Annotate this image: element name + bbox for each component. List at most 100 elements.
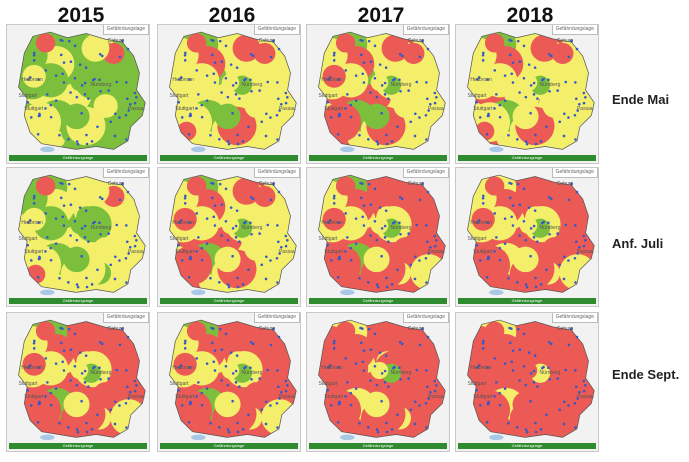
station-dot	[361, 72, 365, 76]
city-label: Coburg	[556, 326, 574, 332]
station-dot	[385, 285, 389, 289]
station-dot	[524, 95, 528, 99]
station-dot	[421, 39, 424, 43]
station-dot	[184, 194, 187, 198]
station-dot	[83, 81, 87, 85]
station-dot	[113, 134, 117, 138]
station-dot	[384, 66, 388, 69]
city-label: Coburg	[107, 181, 125, 187]
station-dot	[83, 236, 87, 239]
station-dot	[574, 240, 578, 244]
station-dot	[547, 52, 551, 56]
station-dot	[367, 426, 370, 429]
station-dot	[476, 78, 479, 81]
station-dot	[522, 76, 526, 80]
station-dot	[177, 100, 180, 104]
station-dot	[539, 428, 543, 431]
station-dot	[337, 78, 340, 81]
station-dot	[26, 100, 29, 104]
station-dot	[375, 428, 379, 431]
station-dot	[407, 89, 410, 92]
station-dot	[179, 76, 183, 79]
station-dot	[125, 426, 128, 429]
station-dot	[547, 221, 550, 225]
station-dot	[584, 96, 587, 99]
region-patch	[232, 322, 261, 350]
region-patch	[63, 103, 90, 130]
state-border	[467, 319, 595, 438]
station-dot	[332, 59, 336, 62]
station-dot	[574, 369, 577, 372]
station-dot	[399, 378, 402, 381]
city-label: Coburg	[407, 181, 425, 187]
station-dot	[344, 107, 347, 110]
station-dot	[69, 91, 72, 94]
map-panel-2016-1: Gefährdungslage Gefährdungslage Coburg Heil…	[157, 167, 301, 307]
station-dot	[421, 182, 424, 186]
station-dot	[529, 227, 533, 230]
station-dot	[398, 366, 401, 370]
station-dot	[276, 97, 280, 101]
station-dot	[332, 202, 336, 205]
panel-tab: Gefährdungslage	[551, 25, 598, 35]
city-label: Stuttgart	[467, 380, 487, 387]
station-dot	[195, 69, 199, 72]
city-label: Nürnberg	[90, 225, 112, 232]
station-dot	[226, 428, 230, 431]
station-dot	[427, 397, 430, 400]
station-dot	[187, 132, 191, 136]
station-dot	[135, 239, 138, 242]
station-dot	[44, 107, 47, 110]
station-dot	[477, 364, 481, 367]
station-dot	[54, 362, 58, 365]
station-dot	[124, 113, 128, 117]
station-dot	[258, 89, 261, 92]
station-dot	[87, 385, 90, 388]
lake	[191, 289, 206, 296]
station-dot	[218, 327, 222, 331]
station-dot	[84, 354, 88, 357]
station-dot	[380, 111, 383, 115]
station-dot	[390, 283, 394, 286]
station-dot	[558, 263, 562, 267]
station-dot	[332, 341, 336, 345]
station-dot	[99, 90, 102, 93]
station-dot	[507, 421, 510, 425]
station-dot	[398, 52, 402, 56]
city-label: Passau	[427, 248, 445, 255]
station-dot	[99, 378, 102, 381]
station-dot	[87, 240, 90, 243]
panel-footer: Gefährdungslage	[458, 298, 596, 304]
station-dot	[516, 39, 520, 43]
station-dot	[269, 404, 272, 407]
station-dot	[83, 381, 87, 384]
station-dot	[380, 372, 384, 375]
station-dot	[234, 81, 238, 85]
station-dot	[32, 202, 36, 205]
station-dot	[62, 369, 66, 372]
station-dot	[487, 255, 490, 259]
city-label: Stuttgart	[169, 92, 189, 99]
station-dot	[93, 220, 96, 224]
station-dot	[128, 245, 132, 249]
region-patch	[81, 34, 110, 62]
city-label: Nürnberg	[390, 225, 412, 232]
station-dot	[534, 276, 537, 280]
station-dot	[567, 55, 571, 59]
region-patch	[117, 59, 146, 88]
city-label: Heilbronn	[470, 365, 492, 371]
station-dot	[393, 220, 396, 224]
station-dot	[503, 74, 507, 77]
city-label: Nürnberg	[90, 82, 112, 89]
station-dot	[277, 190, 281, 194]
station-dot	[425, 369, 428, 372]
station-dot	[67, 182, 71, 186]
station-dot	[373, 44, 377, 48]
region-patch	[512, 391, 539, 418]
station-dot	[266, 368, 270, 372]
station-dot	[276, 385, 280, 389]
station-dot	[507, 133, 510, 137]
city-label: Heilbronn	[21, 365, 43, 371]
lake	[489, 289, 504, 296]
region-patch	[173, 207, 197, 231]
